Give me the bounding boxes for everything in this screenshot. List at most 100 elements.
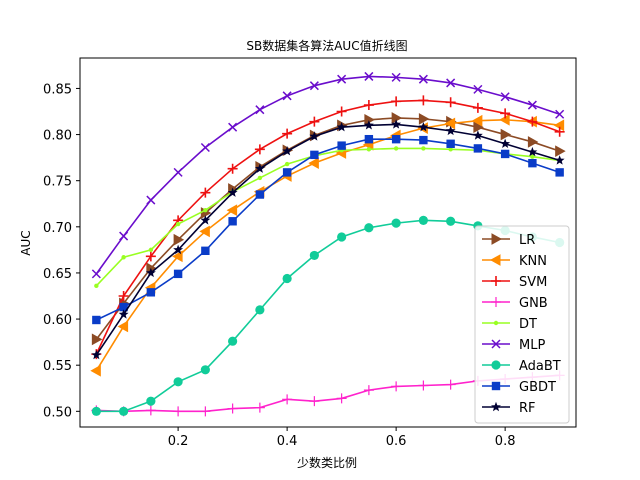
- x-axis-label: 少数类比例: [297, 455, 357, 470]
- legend-label: DT: [519, 317, 537, 332]
- data-point-svm: [391, 96, 402, 107]
- data-point-svm: [282, 128, 293, 139]
- data-point-rf: [173, 244, 184, 255]
- series-line-dt: [95, 147, 560, 287]
- data-point-gbdt: [528, 158, 537, 168]
- data-point-rf: [254, 163, 265, 173]
- data-point-lr: [418, 113, 430, 125]
- data-point-gbdt: [146, 288, 156, 297]
- legend-marker: [491, 233, 503, 245]
- data-point-lr: [500, 128, 512, 141]
- data-point-adabt: [391, 218, 401, 228]
- data-point-adabt: [119, 406, 129, 416]
- data-point-mlp: [446, 78, 456, 88]
- data-point-mlp: [527, 100, 537, 110]
- legend-entry-svm: SVM: [482, 275, 547, 290]
- series-rf: [91, 119, 565, 360]
- legend-marker: [489, 254, 501, 266]
- data-point-gbdt: [310, 150, 319, 160]
- x-tick-label: 0.8: [495, 434, 516, 449]
- data-point-mlp: [391, 72, 401, 82]
- data-point-rf: [118, 309, 129, 319]
- data-point-mlp: [555, 109, 565, 119]
- data-point-dt: [421, 146, 426, 151]
- data-point-mlp: [337, 74, 347, 84]
- legend-entry-adabt: AdaBT: [482, 359, 561, 374]
- data-point-gbdt: [255, 190, 265, 199]
- data-point-gbdt: [473, 144, 483, 153]
- y-tick-label: 0.85: [43, 82, 72, 97]
- data-point-gnb: [200, 406, 211, 417]
- data-point-svm: [363, 100, 374, 111]
- data-point-dt: [366, 147, 372, 152]
- data-point-gbdt: [500, 149, 510, 159]
- data-point-adabt: [255, 305, 265, 315]
- data-point-svm: [418, 95, 429, 106]
- legend: LR KNN SVM GNB DT MLP AdaBT GBDT RF: [474, 225, 570, 424]
- data-point-gbdt: [419, 135, 428, 145]
- y-axis-label: AUC: [19, 230, 33, 255]
- data-point-knn: [117, 320, 129, 333]
- legend-entry-gnb: GNB: [482, 296, 548, 311]
- data-point-rf: [200, 215, 211, 225]
- data-point-lr: [527, 136, 539, 148]
- data-point-gbdt: [173, 269, 183, 279]
- data-point-gbdt: [228, 217, 237, 226]
- data-point-knn: [226, 204, 238, 217]
- data-point-gnb: [309, 396, 320, 407]
- plot-frame: [79, 57, 577, 428]
- data-point-dt: [203, 208, 208, 213]
- legend-box: [474, 225, 570, 424]
- legend-marker: [491, 297, 501, 307]
- x-tick-label: 0.4: [277, 434, 298, 449]
- data-point-adabt: [146, 396, 156, 406]
- data-point-gnb: [227, 403, 238, 414]
- y-tick-label: 0.50: [43, 405, 72, 420]
- data-point-rf: [145, 267, 156, 278]
- data-point-svm: [200, 187, 211, 198]
- legend-marker: [491, 276, 501, 286]
- legend-marker: [491, 401, 501, 412]
- data-point-gnb: [445, 379, 456, 390]
- y-tick-label: 0.75: [43, 175, 72, 190]
- data-point-adabt: [337, 232, 347, 242]
- legend-label: KNN: [519, 254, 547, 269]
- data-point-gnb: [145, 405, 156, 416]
- data-point-lr: [173, 233, 185, 246]
- data-point-dt: [530, 154, 535, 159]
- data-point-lr: [391, 112, 403, 124]
- data-point-dt: [175, 221, 181, 227]
- data-point-adabt: [282, 273, 292, 284]
- data-point-dt: [121, 255, 126, 260]
- data-point-dt: [393, 146, 399, 151]
- data-point-gbdt: [446, 139, 455, 148]
- data-point-gnb: [391, 381, 402, 392]
- legend-label: AdaBT: [519, 359, 561, 374]
- series-mlp: [91, 71, 565, 279]
- series-line-svm: [95, 99, 560, 355]
- series-line-rf: [95, 123, 560, 356]
- chart-title: SB数据集各算法AUC值折线图: [246, 38, 407, 53]
- data-point-svm: [254, 144, 265, 155]
- data-point-dt: [257, 175, 263, 181]
- legend-label: SVM: [519, 275, 547, 290]
- data-point-mlp: [473, 84, 483, 94]
- data-point-dt: [148, 247, 154, 253]
- legend-entry-gbdt: GBDT: [482, 380, 556, 395]
- data-point-lr: [91, 333, 103, 346]
- y-tick-label: 0.55: [43, 359, 72, 374]
- data-point-gbdt: [92, 315, 101, 325]
- data-point-rf: [227, 187, 238, 197]
- data-point-mlp: [255, 105, 265, 115]
- data-point-mlp: [146, 195, 156, 205]
- data-point-rf: [472, 130, 483, 140]
- data-point-rf: [554, 155, 565, 165]
- data-point-rf: [309, 131, 320, 141]
- data-point-knn: [444, 117, 456, 130]
- data-point-rf: [445, 125, 456, 136]
- data-point-mlp: [364, 71, 374, 81]
- data-point-adabt: [309, 250, 319, 261]
- data-point-gbdt: [555, 168, 564, 177]
- data-point-gbdt: [282, 168, 292, 177]
